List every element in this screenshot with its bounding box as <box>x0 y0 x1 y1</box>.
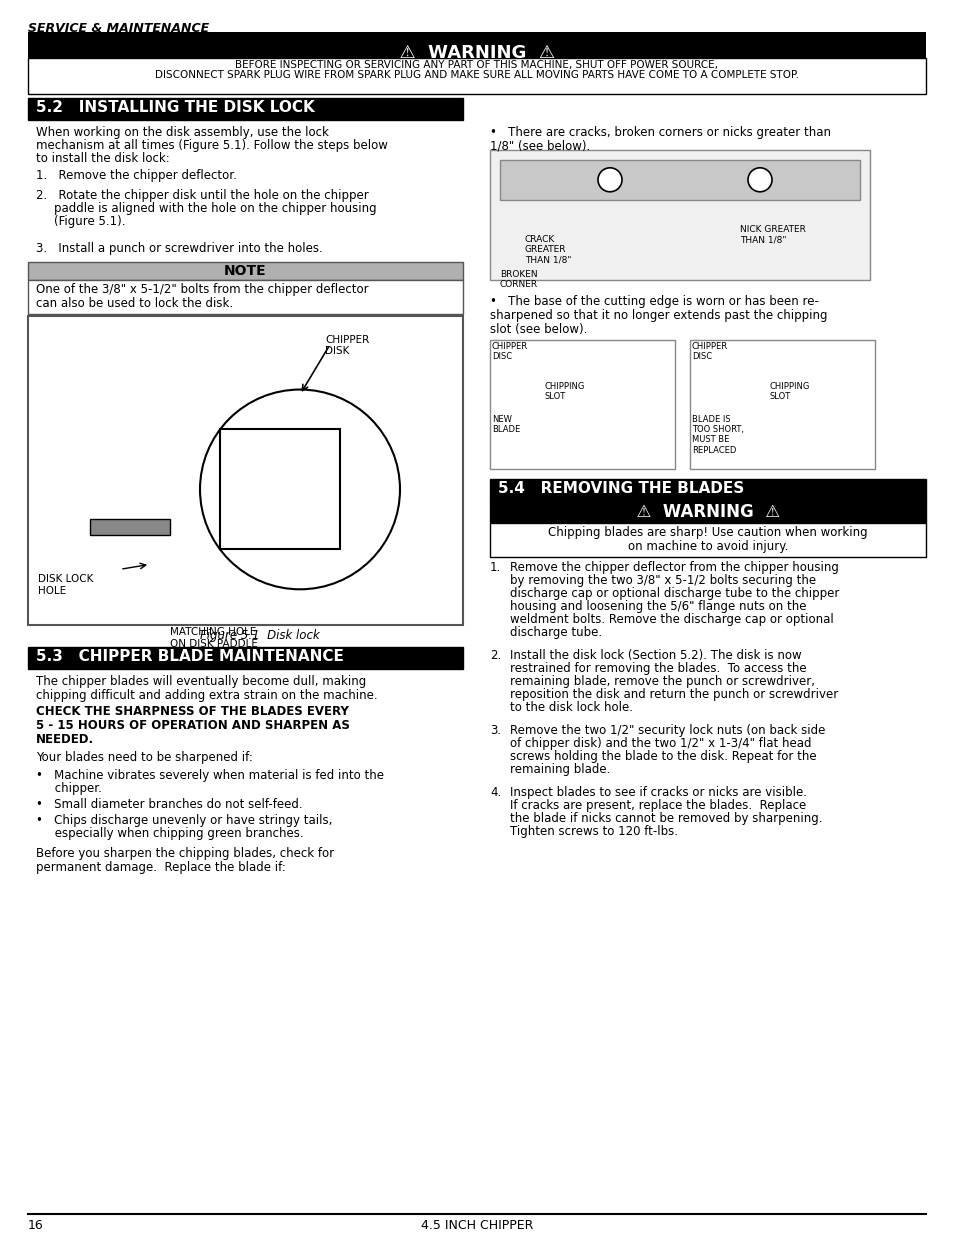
Text: weldment bolts. Remove the discharge cap or optional: weldment bolts. Remove the discharge cap… <box>510 614 833 626</box>
Text: of chipper disk) and the two 1/2" x 1-3/4" flat head: of chipper disk) and the two 1/2" x 1-3/… <box>510 737 811 750</box>
Text: to the disk lock hole.: to the disk lock hole. <box>510 701 633 714</box>
Bar <box>28 98 462 120</box>
Text: restrained for removing the blades.  To access the: restrained for removing the blades. To a… <box>510 662 806 676</box>
Text: 1.   Remove the chipper deflector.: 1. Remove the chipper deflector. <box>36 169 236 182</box>
Bar <box>28 262 462 279</box>
Text: screws holding the blade to the disk. Repeat for the: screws holding the blade to the disk. Re… <box>510 750 816 763</box>
Text: SERVICE & MAINTENANCE: SERVICE & MAINTENANCE <box>28 22 209 35</box>
Text: 4.5 INCH CHIPPER: 4.5 INCH CHIPPER <box>420 1219 533 1231</box>
Bar <box>28 647 462 669</box>
Text: Chipping blades are sharp! Use caution when working: Chipping blades are sharp! Use caution w… <box>548 526 867 540</box>
Bar <box>28 58 925 94</box>
Bar <box>90 520 170 535</box>
Text: NOTE: NOTE <box>223 264 266 278</box>
Bar <box>220 430 339 550</box>
Text: 5.4   REMOVING THE BLADES: 5.4 REMOVING THE BLADES <box>497 482 743 496</box>
Text: 3.   Install a punch or screwdriver into the holes.: 3. Install a punch or screwdriver into t… <box>36 242 322 254</box>
Text: CRACK
GREATER
THAN 1/8": CRACK GREATER THAN 1/8" <box>524 235 571 264</box>
Text: DISCONNECT SPARK PLUG WIRE FROM SPARK PLUG AND MAKE SURE ALL MOVING PARTS HAVE C: DISCONNECT SPARK PLUG WIRE FROM SPARK PL… <box>154 70 799 80</box>
Text: CHIPPER
DISC: CHIPPER DISC <box>691 342 727 361</box>
Text: 16: 16 <box>28 1219 44 1231</box>
Text: (Figure 5.1).: (Figure 5.1). <box>54 215 126 227</box>
Text: 2.   Rotate the chipper disk until the hole on the chipper: 2. Rotate the chipper disk until the hol… <box>36 189 369 201</box>
Bar <box>689 340 874 469</box>
Text: CHIPPING
SLOT: CHIPPING SLOT <box>544 382 585 401</box>
Text: CHIPPER
DISC: CHIPPER DISC <box>492 342 528 361</box>
Text: remaining blade.: remaining blade. <box>510 763 610 776</box>
Text: slot (see below).: slot (see below). <box>490 322 587 336</box>
Text: reposition the disk and return the punch or screwdriver: reposition the disk and return the punch… <box>510 688 838 701</box>
Text: One of the 3/8" x 5-1/2" bolts from the chipper deflector: One of the 3/8" x 5-1/2" bolts from the … <box>36 283 368 295</box>
Text: The chipper blades will eventually become dull, making: The chipper blades will eventually becom… <box>36 676 366 688</box>
Text: CHIPPER
DISK: CHIPPER DISK <box>325 335 369 356</box>
Text: MATCHING HOLE
ON DISK PADDLE: MATCHING HOLE ON DISK PADDLE <box>170 627 257 648</box>
Circle shape <box>598 168 621 191</box>
Text: When working on the disk assembly, use the lock: When working on the disk assembly, use t… <box>36 126 329 138</box>
Text: CHECK THE SHARPNESS OF THE BLADES EVERY: CHECK THE SHARPNESS OF THE BLADES EVERY <box>36 705 349 719</box>
Text: chipper.: chipper. <box>36 782 102 795</box>
Bar <box>28 316 462 625</box>
Text: housing and loosening the 5/6" flange nuts on the: housing and loosening the 5/6" flange nu… <box>510 600 805 614</box>
Text: 1/8" (see below).: 1/8" (see below). <box>490 140 590 153</box>
Bar <box>490 340 675 469</box>
Text: Your blades need to be sharpened if:: Your blades need to be sharpened if: <box>36 751 253 764</box>
Text: BROKEN
CORNER: BROKEN CORNER <box>499 269 537 289</box>
Text: Remove the chipper deflector from the chipper housing: Remove the chipper deflector from the ch… <box>510 562 838 574</box>
Bar <box>490 524 925 557</box>
Text: 3.: 3. <box>490 724 500 737</box>
Bar <box>490 479 925 501</box>
Text: discharge tube.: discharge tube. <box>510 626 601 640</box>
Text: discharge cap or optional discharge tube to the chipper: discharge cap or optional discharge tube… <box>510 588 839 600</box>
Text: Remove the two 1/2" security lock nuts (on back side: Remove the two 1/2" security lock nuts (… <box>510 724 824 737</box>
Text: •   Small diameter branches do not self-feed.: • Small diameter branches do not self-fe… <box>36 798 302 811</box>
Bar <box>499 159 859 200</box>
Text: ⚠  WARNING  ⚠: ⚠ WARNING ⚠ <box>624 504 790 521</box>
Text: NEEDED.: NEEDED. <box>36 734 94 746</box>
Text: Before you sharpen the chipping blades, check for: Before you sharpen the chipping blades, … <box>36 847 334 860</box>
Text: If cracks are present, replace the blades.  Replace: If cracks are present, replace the blade… <box>510 799 805 813</box>
Text: CHIPPING
SLOT: CHIPPING SLOT <box>769 382 809 401</box>
Text: by removing the two 3/8" x 5-1/2 bolts securing the: by removing the two 3/8" x 5-1/2 bolts s… <box>510 574 815 588</box>
Text: Install the disk lock (Section 5.2). The disk is now: Install the disk lock (Section 5.2). The… <box>510 650 801 662</box>
Text: DISK LOCK
HOLE: DISK LOCK HOLE <box>38 574 93 597</box>
Text: 2.: 2. <box>490 650 500 662</box>
Text: permanent damage.  Replace the blade if:: permanent damage. Replace the blade if: <box>36 861 286 874</box>
Text: Inspect blades to see if cracks or nicks are visible.: Inspect blades to see if cracks or nicks… <box>510 785 806 799</box>
Bar <box>28 279 462 314</box>
Text: •   Machine vibrates severely when material is fed into the: • Machine vibrates severely when materia… <box>36 769 384 782</box>
Text: on machine to avoid injury.: on machine to avoid injury. <box>627 541 787 553</box>
Bar <box>28 32 925 94</box>
Text: mechanism at all times (Figure 5.1). Follow the steps below: mechanism at all times (Figure 5.1). Fol… <box>36 138 388 152</box>
Text: remaining blade, remove the punch or screwdriver,: remaining blade, remove the punch or scr… <box>510 676 814 688</box>
Text: Tighten screws to 120 ft-lbs.: Tighten screws to 120 ft-lbs. <box>510 825 678 839</box>
Text: 4.: 4. <box>490 785 500 799</box>
Text: NEW
BLADE: NEW BLADE <box>492 415 519 433</box>
Text: ⚠  WARNING  ⚠: ⚠ WARNING ⚠ <box>386 44 567 62</box>
Text: Figure 5.1  Disk lock: Figure 5.1 Disk lock <box>200 630 319 642</box>
Text: can also be used to lock the disk.: can also be used to lock the disk. <box>36 296 233 310</box>
Text: •   Chips discharge unevenly or have stringy tails,: • Chips discharge unevenly or have strin… <box>36 814 332 827</box>
Bar <box>490 501 925 524</box>
Text: sharpened so that it no longer extends past the chipping: sharpened so that it no longer extends p… <box>490 309 826 321</box>
Text: •   There are cracks, broken corners or nicks greater than: • There are cracks, broken corners or ni… <box>490 126 830 138</box>
Circle shape <box>747 168 771 191</box>
Text: to install the disk lock:: to install the disk lock: <box>36 152 170 164</box>
Text: chipping difficult and adding extra strain on the machine.: chipping difficult and adding extra stra… <box>36 689 377 703</box>
Text: paddle is aligned with the hole on the chipper housing: paddle is aligned with the hole on the c… <box>54 201 376 215</box>
Text: 1.: 1. <box>490 562 500 574</box>
Text: the blade if nicks cannot be removed by sharpening.: the blade if nicks cannot be removed by … <box>510 813 821 825</box>
Bar <box>490 149 869 279</box>
Text: •   The base of the cutting edge is worn or has been re-: • The base of the cutting edge is worn o… <box>490 295 818 308</box>
Text: especially when chipping green branches.: especially when chipping green branches. <box>36 827 303 840</box>
Text: NICK GREATER
THAN 1/8": NICK GREATER THAN 1/8" <box>740 225 805 245</box>
Text: BEFORE INSPECTING OR SERVICING ANY PART OF THIS MACHINE, SHUT OFF POWER SOURCE,: BEFORE INSPECTING OR SERVICING ANY PART … <box>235 61 718 70</box>
Text: 5.3   CHIPPER BLADE MAINTENANCE: 5.3 CHIPPER BLADE MAINTENANCE <box>36 650 343 664</box>
Text: 5 - 15 HOURS OF OPERATION AND SHARPEN AS: 5 - 15 HOURS OF OPERATION AND SHARPEN AS <box>36 719 350 732</box>
Text: BLADE IS
TOO SHORT,
MUST BE
REPLACED: BLADE IS TOO SHORT, MUST BE REPLACED <box>691 415 743 454</box>
Text: 5.2   INSTALLING THE DISK LOCK: 5.2 INSTALLING THE DISK LOCK <box>36 100 314 115</box>
